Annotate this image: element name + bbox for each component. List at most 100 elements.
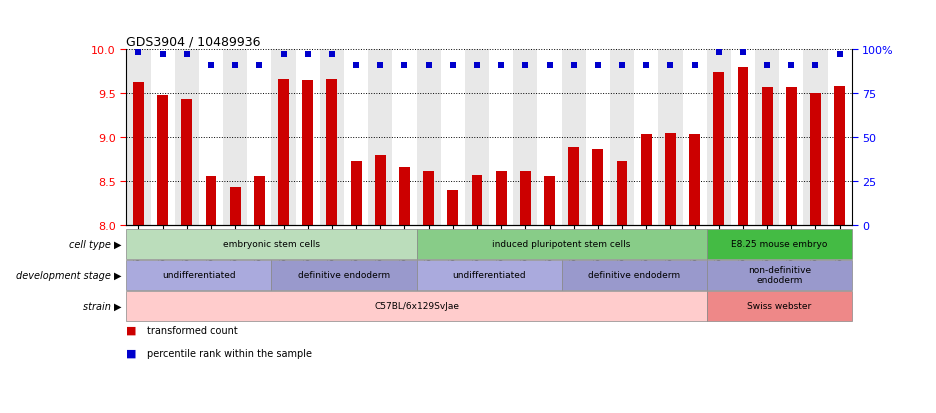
Text: non-definitive
endoderm: non-definitive endoderm xyxy=(748,266,811,285)
Bar xyxy=(296,50,320,225)
Point xyxy=(446,62,461,69)
Bar xyxy=(175,50,199,225)
Bar xyxy=(271,50,296,225)
Bar xyxy=(320,50,344,225)
Point xyxy=(348,62,363,69)
Bar xyxy=(368,50,392,225)
Point xyxy=(566,62,581,69)
Bar xyxy=(682,50,707,225)
Point xyxy=(615,62,630,69)
Text: undifferentiated: undifferentiated xyxy=(162,271,236,280)
Bar xyxy=(803,50,827,225)
Bar xyxy=(786,88,797,225)
Bar xyxy=(544,177,555,225)
Text: transformed count: transformed count xyxy=(147,325,238,335)
Bar xyxy=(731,50,755,225)
Point xyxy=(421,62,436,69)
Point xyxy=(783,62,798,69)
Bar xyxy=(592,150,604,225)
Bar xyxy=(423,171,434,225)
Point xyxy=(663,62,678,69)
Bar xyxy=(562,50,586,225)
Point xyxy=(832,52,847,58)
Point xyxy=(736,50,751,57)
Point xyxy=(542,62,557,69)
Bar xyxy=(133,83,144,225)
Bar xyxy=(327,80,337,225)
Text: strain ▶: strain ▶ xyxy=(83,301,122,311)
Bar xyxy=(537,50,562,225)
Bar xyxy=(665,134,676,225)
Bar xyxy=(182,100,192,225)
Bar xyxy=(392,50,417,225)
Bar xyxy=(374,156,386,225)
Point xyxy=(470,62,485,69)
Point xyxy=(711,50,726,57)
Point xyxy=(687,62,702,69)
Bar xyxy=(610,50,635,225)
Bar xyxy=(635,50,658,225)
Bar xyxy=(490,50,513,225)
Bar xyxy=(641,135,651,225)
Text: development stage ▶: development stage ▶ xyxy=(16,270,122,280)
Text: C57BL/6x129SvJae: C57BL/6x129SvJae xyxy=(374,301,459,311)
Bar xyxy=(713,72,724,225)
Text: induced pluripotent stem cells: induced pluripotent stem cells xyxy=(492,240,631,249)
Bar xyxy=(229,188,241,225)
Bar xyxy=(707,50,731,225)
Text: ■: ■ xyxy=(126,325,137,335)
Point xyxy=(638,62,653,69)
Bar xyxy=(834,86,845,225)
Bar xyxy=(344,50,368,225)
Bar xyxy=(247,50,271,225)
Point xyxy=(808,62,823,69)
Point xyxy=(227,62,242,69)
Point xyxy=(180,52,195,58)
Bar xyxy=(738,68,749,225)
Bar xyxy=(810,93,821,225)
Text: Swiss webster: Swiss webster xyxy=(747,301,812,311)
Bar xyxy=(827,50,852,225)
Bar xyxy=(762,88,772,225)
Point xyxy=(760,62,775,69)
Point xyxy=(252,62,267,69)
Bar xyxy=(465,50,490,225)
Text: ■: ■ xyxy=(126,348,137,358)
Point xyxy=(518,62,533,69)
Bar xyxy=(223,50,247,225)
Text: definitive endoderm: definitive endoderm xyxy=(298,271,390,280)
Bar xyxy=(199,50,223,225)
Point xyxy=(203,62,218,69)
Bar xyxy=(126,50,151,225)
Bar xyxy=(351,162,361,225)
Text: E8.25 mouse embryo: E8.25 mouse embryo xyxy=(731,240,827,249)
Bar xyxy=(447,191,459,225)
Bar xyxy=(151,50,175,225)
Bar xyxy=(689,135,700,225)
Bar xyxy=(755,50,780,225)
Point xyxy=(131,50,146,57)
Point xyxy=(155,52,170,58)
Bar xyxy=(780,50,803,225)
Bar xyxy=(157,96,168,225)
Bar xyxy=(513,50,537,225)
Bar xyxy=(658,50,682,225)
Text: GDS3904 / 10489936: GDS3904 / 10489936 xyxy=(126,36,261,48)
Point xyxy=(300,52,315,58)
Bar xyxy=(441,50,465,225)
Bar xyxy=(519,171,531,225)
Text: definitive endoderm: definitive endoderm xyxy=(588,271,680,280)
Bar xyxy=(496,171,506,225)
Point xyxy=(397,62,412,69)
Bar xyxy=(278,79,289,225)
Text: percentile rank within the sample: percentile rank within the sample xyxy=(147,348,312,358)
Bar xyxy=(302,81,314,225)
Point xyxy=(493,62,508,69)
Bar xyxy=(206,177,216,225)
Bar xyxy=(254,177,265,225)
Bar xyxy=(417,50,441,225)
Bar xyxy=(617,162,627,225)
Bar xyxy=(568,148,579,225)
Bar xyxy=(472,176,482,225)
Point xyxy=(591,62,606,69)
